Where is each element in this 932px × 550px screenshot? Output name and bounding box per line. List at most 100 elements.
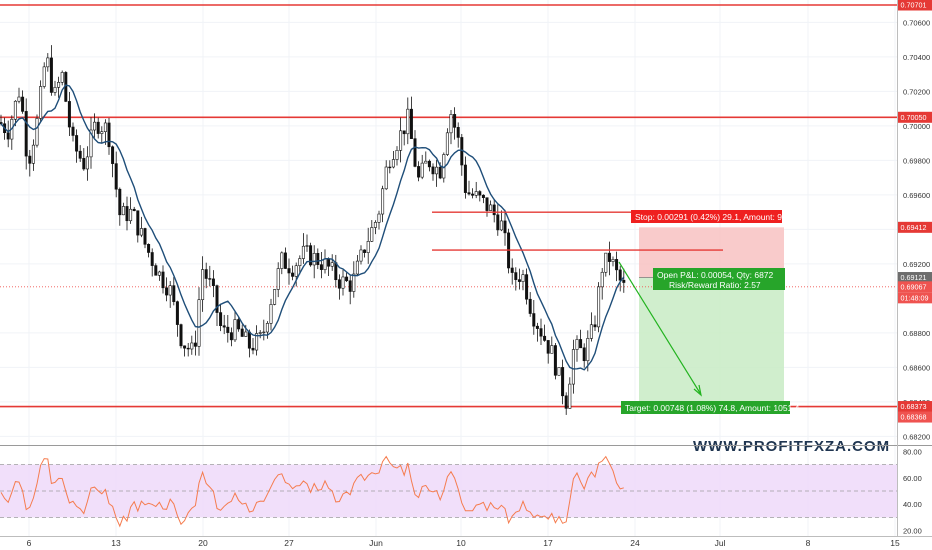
candle-body bbox=[24, 111, 28, 157]
price-label-text: 0.68368 bbox=[901, 413, 927, 422]
candle-body bbox=[539, 328, 543, 337]
candle-body bbox=[154, 265, 158, 276]
candle-body bbox=[330, 262, 334, 267]
moving-average-line bbox=[0, 84, 625, 371]
candle-body bbox=[550, 345, 554, 354]
candle-body bbox=[553, 345, 557, 376]
rsi-axis-ticks: 80.00 60.00 40.00 20.00 bbox=[903, 447, 922, 535]
candle-body bbox=[348, 280, 352, 292]
candle-body bbox=[402, 130, 406, 135]
forecast-arrow bbox=[618, 261, 701, 394]
price-label-text: 0.68373 bbox=[901, 402, 927, 411]
candle-body bbox=[287, 268, 291, 274]
price-label-box bbox=[898, 0, 932, 11]
candle-body bbox=[255, 333, 259, 351]
candle-body bbox=[571, 349, 575, 385]
y-tick-label: 0.70400 bbox=[903, 53, 930, 62]
price-label-box bbox=[898, 281, 932, 293]
candle-body bbox=[521, 274, 525, 282]
target-label-text: Target: 0.00748 (1.08%) 74.8, Amount: 10… bbox=[625, 403, 800, 413]
candle-body bbox=[575, 339, 579, 350]
candle-body bbox=[334, 262, 338, 281]
candle-body bbox=[363, 249, 367, 253]
candle-body bbox=[481, 194, 485, 198]
candle-body bbox=[150, 252, 154, 266]
x-tick-label: 27 bbox=[284, 538, 294, 548]
candle-body bbox=[183, 345, 187, 349]
candle-body bbox=[204, 269, 208, 279]
candle-body bbox=[561, 367, 565, 397]
candle-body bbox=[247, 331, 251, 349]
rsi-band-lines bbox=[0, 464, 897, 518]
price-label-text: 01:48:09 bbox=[901, 294, 929, 303]
candle-body bbox=[114, 163, 118, 190]
candle-body bbox=[413, 138, 417, 167]
candle-body bbox=[514, 272, 518, 280]
candle-body bbox=[463, 164, 467, 193]
candle-body bbox=[31, 144, 35, 164]
candle-body bbox=[244, 331, 248, 337]
candle-body bbox=[438, 166, 442, 179]
candle-body bbox=[309, 245, 313, 266]
candle-body bbox=[474, 191, 478, 196]
x-tick-label: 24 bbox=[630, 538, 640, 548]
candle-body bbox=[528, 298, 532, 314]
candle-body bbox=[456, 127, 460, 138]
candle-body bbox=[21, 96, 25, 112]
candle-body bbox=[593, 324, 597, 328]
candle-body bbox=[93, 121, 97, 131]
candle-body bbox=[215, 285, 219, 313]
candle-body bbox=[615, 259, 619, 271]
price-label-box bbox=[898, 292, 932, 304]
candle-body bbox=[35, 118, 39, 146]
candle-body bbox=[237, 319, 241, 330]
candle-body bbox=[125, 206, 129, 222]
price-label-text: 0.70050 bbox=[901, 113, 927, 122]
candle-body bbox=[355, 260, 359, 275]
x-axis-ticks: 6 13 20 27 Jun 10 17 24 Jul 8 15 bbox=[27, 538, 900, 548]
candle-body bbox=[557, 367, 561, 376]
candle-body bbox=[377, 213, 381, 223]
open-pnl-label-box bbox=[653, 268, 785, 290]
candle-body bbox=[53, 87, 57, 93]
candle-body bbox=[28, 155, 32, 164]
x-tick-label: 15 bbox=[890, 538, 900, 548]
candle-body bbox=[67, 101, 71, 128]
price-label-text: 0.70701 bbox=[901, 1, 927, 10]
open-pnl-label: Open P&L: 0.00054, Qty: 6872 Risk/Reward… bbox=[653, 268, 785, 290]
candle-body bbox=[384, 166, 388, 190]
rsi-line bbox=[0, 455, 624, 528]
candle-body bbox=[399, 130, 403, 151]
candle-body bbox=[327, 258, 331, 267]
x-tick-label: 8 bbox=[806, 538, 811, 548]
candle-body bbox=[467, 192, 471, 195]
y-tick-label: 0.68800 bbox=[903, 329, 930, 338]
candle-body bbox=[265, 323, 269, 333]
candle-body bbox=[589, 324, 593, 339]
candle-body bbox=[75, 135, 79, 152]
candle-body bbox=[532, 313, 536, 327]
target-zone[interactable] bbox=[639, 277, 784, 407]
y-tick-label: 0.69200 bbox=[903, 260, 930, 269]
x-tick-label: 10 bbox=[456, 538, 466, 548]
short-levels bbox=[432, 211, 723, 251]
candle-body bbox=[175, 301, 179, 325]
candle-body bbox=[240, 328, 244, 337]
candle-body bbox=[208, 278, 212, 280]
candle-body bbox=[226, 326, 230, 333]
candle-body bbox=[96, 121, 100, 134]
candle-body bbox=[197, 299, 201, 347]
rsi-tick-label: 20.00 bbox=[903, 527, 922, 536]
candle-body bbox=[431, 166, 435, 175]
candle-body bbox=[301, 245, 305, 259]
candle-body bbox=[294, 265, 298, 277]
candle-body bbox=[71, 126, 75, 136]
price-label-box bbox=[898, 401, 932, 413]
stop-label: Stop: 0.00291 (0.42%) 29.1, Amount: 980 bbox=[631, 210, 792, 223]
target-label: Target: 0.00748 (1.08%) 74.8, Amount: 10… bbox=[621, 401, 800, 414]
candles bbox=[0, 45, 626, 415]
candle-body bbox=[276, 268, 280, 290]
y-tick-label: 0.68600 bbox=[903, 363, 930, 372]
candle-body bbox=[186, 347, 190, 350]
